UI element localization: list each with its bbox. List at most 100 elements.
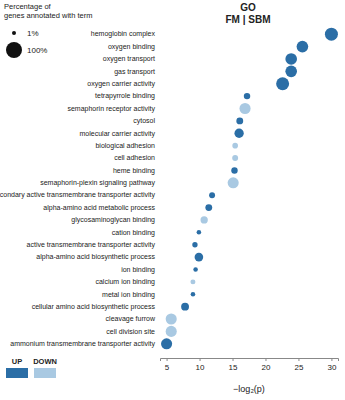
point [236, 117, 243, 124]
y-tick-label: secondary active transmembrane transport… [0, 191, 155, 199]
y-tick: semaphorin receptor activity [67, 105, 158, 113]
size-legend-title: Percentage ofgenes annotated with term [4, 2, 92, 20]
y-tick: active transmembrane transporter activit… [27, 241, 158, 249]
y-tick-label: oxygen carrier activity [87, 80, 155, 88]
size-legend-dot [12, 31, 16, 35]
y-tick-label: cellular amino acid biosynthetic process [32, 303, 156, 311]
y-tick: cell adhesion [114, 154, 158, 161]
y-axis: hemoglobin complex oxygen binding oxygen t… [0, 30, 158, 348]
point [201, 216, 208, 223]
y-tick-label: semaphorin receptor activity [67, 105, 155, 113]
point [297, 41, 309, 53]
subtitle: FM | SBM [225, 14, 270, 25]
point [276, 77, 289, 90]
x-tick: 15 [229, 358, 238, 372]
y-tick: glycosaminoglycan binding [71, 216, 158, 224]
point [195, 253, 204, 262]
x-tick-label: 25 [294, 363, 303, 372]
point [209, 192, 215, 198]
x-tick: 30 [327, 358, 336, 372]
y-tick: alpha-amino acid metabolic process [43, 204, 158, 212]
y-tick: ammonium transmembrane transporter activ… [10, 340, 158, 348]
x-axis-title: −log₂(p) [233, 384, 265, 394]
y-tick-label: heme binding [113, 167, 155, 175]
y-tick: semaphorin-plexin signaling pathway [40, 179, 158, 187]
point [205, 204, 212, 211]
y-tick-label: calcium ion binding [95, 278, 155, 286]
y-tick-label: cell division site [106, 328, 155, 335]
x-axis-line [161, 359, 339, 362]
x-tick: 5 [165, 358, 170, 372]
y-tick-label: tetrapyrrole binding [95, 92, 155, 100]
chart-svg: GOFM | SBM hemoglobin complex oxygen bindi… [0, 0, 345, 400]
x-tick-line [331, 358, 332, 361]
size-legend-label: 1% [27, 29, 39, 38]
point [191, 292, 196, 297]
title: GO [240, 2, 256, 13]
y-tick: hemoglobin complex [91, 30, 158, 38]
y-tick-label: active transmembrane transporter activit… [27, 241, 156, 249]
y-tick: ion binding [121, 266, 158, 274]
point [161, 338, 172, 349]
y-tick-label: cytosol [133, 117, 155, 125]
y-tick-label: gas transport [114, 68, 155, 76]
legend-label: DOWN [33, 357, 57, 366]
point [325, 28, 338, 41]
y-tick-label: cleavage furrow [106, 315, 156, 323]
point [228, 177, 239, 188]
x-tick-label: 30 [327, 363, 336, 372]
y-tick: molecular carrier activity [80, 130, 158, 138]
y-tick-label: cation binding [112, 229, 155, 237]
point [197, 230, 202, 235]
legend-label: UP [12, 357, 22, 366]
legend-swatch [6, 368, 28, 378]
point [285, 66, 297, 78]
x-tick-line [167, 358, 168, 361]
point [181, 303, 189, 311]
y-tick: oxygen transport [103, 55, 158, 63]
point [234, 129, 243, 138]
y-tick: cation binding [112, 229, 158, 237]
x-tick-label: 10 [196, 363, 205, 372]
point [231, 167, 237, 173]
x-tick: 10 [196, 358, 205, 372]
point [166, 326, 177, 337]
y-tick-label: ion binding [121, 266, 155, 274]
x-tick-line [233, 358, 234, 361]
x-tick: 20 [262, 358, 271, 372]
x-axis: 5 10 15 20 25 30 [161, 358, 339, 372]
point [192, 242, 197, 247]
point [232, 143, 238, 149]
x-tick-label: 15 [229, 363, 238, 372]
y-tick-label: oxygen binding [108, 43, 155, 51]
y-tick-label: metal ion binding [102, 291, 155, 299]
y-tick: metal ion binding [102, 291, 158, 299]
point [190, 279, 195, 284]
y-tick-label: glycosaminoglycan binding [71, 216, 155, 224]
y-tick: biological adhesion [95, 142, 158, 150]
y-tick-label: semaphorin-plexin signaling pathway [40, 179, 155, 187]
chart-container: GOFM | SBM hemoglobin complex oxygen bindi… [0, 0, 345, 400]
y-tick: cellular amino acid biosynthetic process [32, 303, 158, 311]
y-tick: cytosol [133, 117, 158, 125]
x-tick: 25 [294, 358, 303, 372]
y-tick-label: hemoglobin complex [91, 30, 156, 38]
y-tick: cleavage furrow [106, 315, 158, 323]
y-tick: oxygen carrier activity [87, 80, 158, 88]
y-tick: cell division site [106, 328, 158, 335]
y-tick: calcium ion binding [95, 278, 158, 286]
y-tick: oxygen binding [108, 43, 158, 51]
x-tick-line [265, 358, 266, 361]
x-tick-label: 5 [165, 363, 170, 372]
points [161, 28, 338, 350]
x-tick-line [298, 358, 299, 361]
y-tick: heme binding [113, 167, 158, 175]
y-tick-label: alpha-amino acid metabolic process [43, 204, 155, 212]
x-tick-label: 20 [262, 363, 271, 372]
point [166, 313, 177, 324]
y-tick-label: biological adhesion [95, 142, 155, 150]
y-tick-label: oxygen transport [103, 55, 155, 63]
y-tick-label: alpha-amino acid biosynthetic process [36, 253, 155, 261]
x-tick-line [200, 358, 201, 361]
y-tick-label: cell adhesion [114, 154, 155, 161]
